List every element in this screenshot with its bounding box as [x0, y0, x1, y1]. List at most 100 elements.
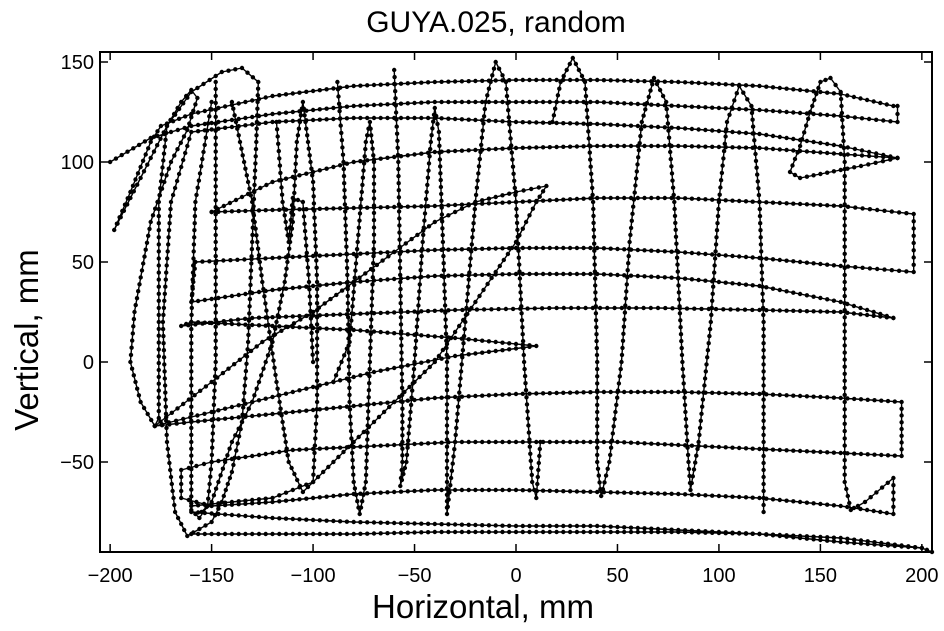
- data-point: [512, 178, 517, 183]
- data-point: [213, 352, 218, 358]
- data-point: [880, 159, 886, 164]
- data-point: [236, 434, 242, 439]
- data-point: [655, 102, 661, 108]
- data-point: [554, 245, 559, 251]
- data-point: [595, 374, 600, 379]
- data-point: [141, 405, 147, 411]
- data-point: [385, 102, 390, 107]
- data-point: [635, 101, 640, 107]
- data-point: [464, 298, 470, 303]
- data-point: [804, 88, 810, 93]
- data-point: [345, 308, 351, 313]
- data-point: [648, 305, 653, 311]
- data-point: [444, 451, 450, 456]
- data-point: [213, 268, 218, 273]
- data-point: [871, 508, 876, 514]
- data-point: [483, 99, 488, 105]
- data-point: [567, 489, 573, 494]
- data-point: [164, 425, 169, 431]
- data-point: [506, 115, 511, 120]
- data-point: [620, 338, 626, 343]
- data-point: [392, 310, 397, 315]
- data-point: [513, 199, 519, 205]
- data-point: [176, 171, 182, 177]
- data-point: [587, 150, 592, 155]
- data-point: [628, 225, 634, 231]
- data-point: [811, 202, 816, 207]
- data-point: [283, 391, 289, 396]
- data-point: [591, 234, 597, 239]
- data-point: [361, 492, 366, 497]
- data-point: [634, 305, 639, 311]
- data-point: [444, 359, 450, 365]
- data-point: [574, 245, 580, 251]
- data-point: [164, 270, 169, 275]
- data-point: [615, 395, 620, 400]
- data-point: [344, 519, 350, 524]
- data-point: [625, 275, 630, 280]
- data-point: [344, 258, 350, 263]
- data-point: [534, 391, 539, 396]
- data-point: [628, 273, 634, 278]
- data-point: [818, 112, 823, 117]
- data-point: [361, 429, 366, 435]
- data-point: [213, 275, 218, 280]
- data-point: [896, 210, 902, 215]
- data-point: [461, 333, 467, 339]
- data-point: [317, 283, 322, 288]
- data-point: [115, 221, 120, 226]
- data-point: [300, 99, 306, 105]
- data-point: [730, 145, 735, 150]
- data-point: [507, 129, 513, 134]
- data-point: [237, 139, 243, 145]
- data-point: [283, 498, 289, 503]
- y-tick-label: 100: [61, 152, 94, 174]
- data-point: [245, 339, 251, 345]
- data-point: [337, 206, 343, 211]
- data-point: [852, 165, 857, 170]
- data-point: [186, 397, 192, 402]
- data-point: [702, 376, 708, 381]
- data-point: [871, 313, 876, 318]
- data-point: [615, 529, 620, 535]
- data-point: [346, 444, 351, 450]
- data-point: [884, 510, 889, 516]
- data-point: [398, 322, 404, 327]
- data-point: [444, 465, 450, 471]
- data-point: [396, 202, 402, 207]
- data-point: [191, 249, 196, 254]
- data-point: [252, 168, 258, 173]
- data-point: [229, 124, 235, 130]
- data-point: [189, 404, 194, 409]
- data-point: [797, 291, 803, 297]
- data-point: [818, 171, 823, 177]
- data-point: [213, 149, 218, 154]
- data-point: [352, 275, 357, 280]
- data-point: [610, 431, 615, 436]
- data-point: [686, 459, 691, 465]
- data-point: [256, 413, 262, 418]
- x-tick-label: −100: [291, 565, 336, 587]
- data-point: [594, 345, 599, 351]
- data-point: [277, 207, 282, 212]
- data-point: [825, 502, 830, 507]
- data-point: [378, 310, 383, 316]
- data-point: [681, 381, 686, 386]
- data-point: [444, 444, 450, 449]
- data-point: [500, 392, 505, 397]
- data-point: [468, 256, 473, 261]
- data-point: [446, 116, 451, 121]
- data-point: [255, 106, 260, 111]
- data-point: [689, 250, 695, 256]
- data-point: [899, 433, 904, 438]
- data-point: [784, 393, 789, 398]
- data-point: [314, 364, 320, 369]
- data-point: [337, 312, 343, 317]
- data-point: [477, 156, 482, 162]
- data-point: [400, 426, 405, 431]
- data-point: [831, 169, 837, 174]
- data-point: [424, 189, 429, 195]
- data-point: [608, 524, 613, 529]
- data-point: [459, 487, 465, 493]
- data-point: [508, 136, 513, 141]
